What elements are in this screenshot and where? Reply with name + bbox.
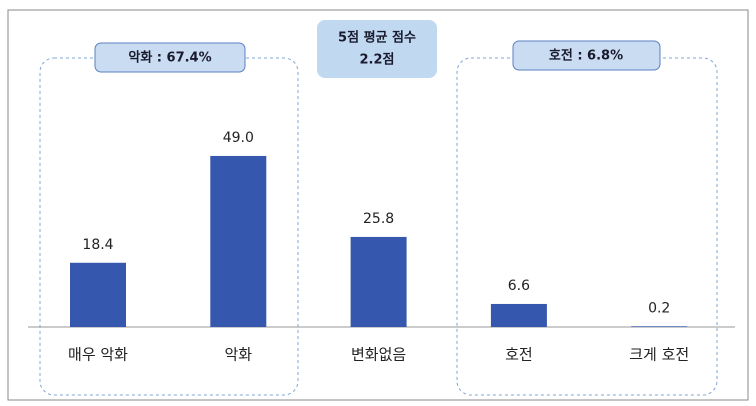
value-label: 0.2 — [648, 300, 670, 316]
annotation: 5점 평균 점수 — [338, 30, 416, 46]
bar — [210, 155, 267, 327]
annotation-box — [317, 20, 437, 78]
x-tick-label: 변화없음 — [351, 346, 406, 364]
x-tick-label: 악화 — [224, 346, 252, 364]
group-box — [456, 57, 718, 396]
x-tick-label: 호전 — [505, 346, 533, 364]
value-label: 49.0 — [223, 130, 254, 146]
chart-frame — [7, 9, 749, 401]
bar — [350, 236, 407, 327]
value-label: 25.8 — [363, 211, 394, 227]
annotation: 악화 : 67.4% — [128, 50, 211, 66]
value-label: 18.4 — [82, 237, 113, 253]
bar — [490, 303, 547, 327]
x-tick-label: 매우 악화 — [68, 346, 128, 364]
annotation-box — [512, 40, 661, 71]
x-tick-label: 크게 호전 — [629, 346, 689, 364]
bar — [631, 326, 688, 327]
bar — [70, 262, 126, 327]
annotation: 2.2점 — [360, 53, 395, 68]
value-label: 6.6 — [508, 278, 530, 294]
annotation-box — [94, 42, 246, 73]
annotation: 호전 : 6.8% — [549, 48, 623, 64]
